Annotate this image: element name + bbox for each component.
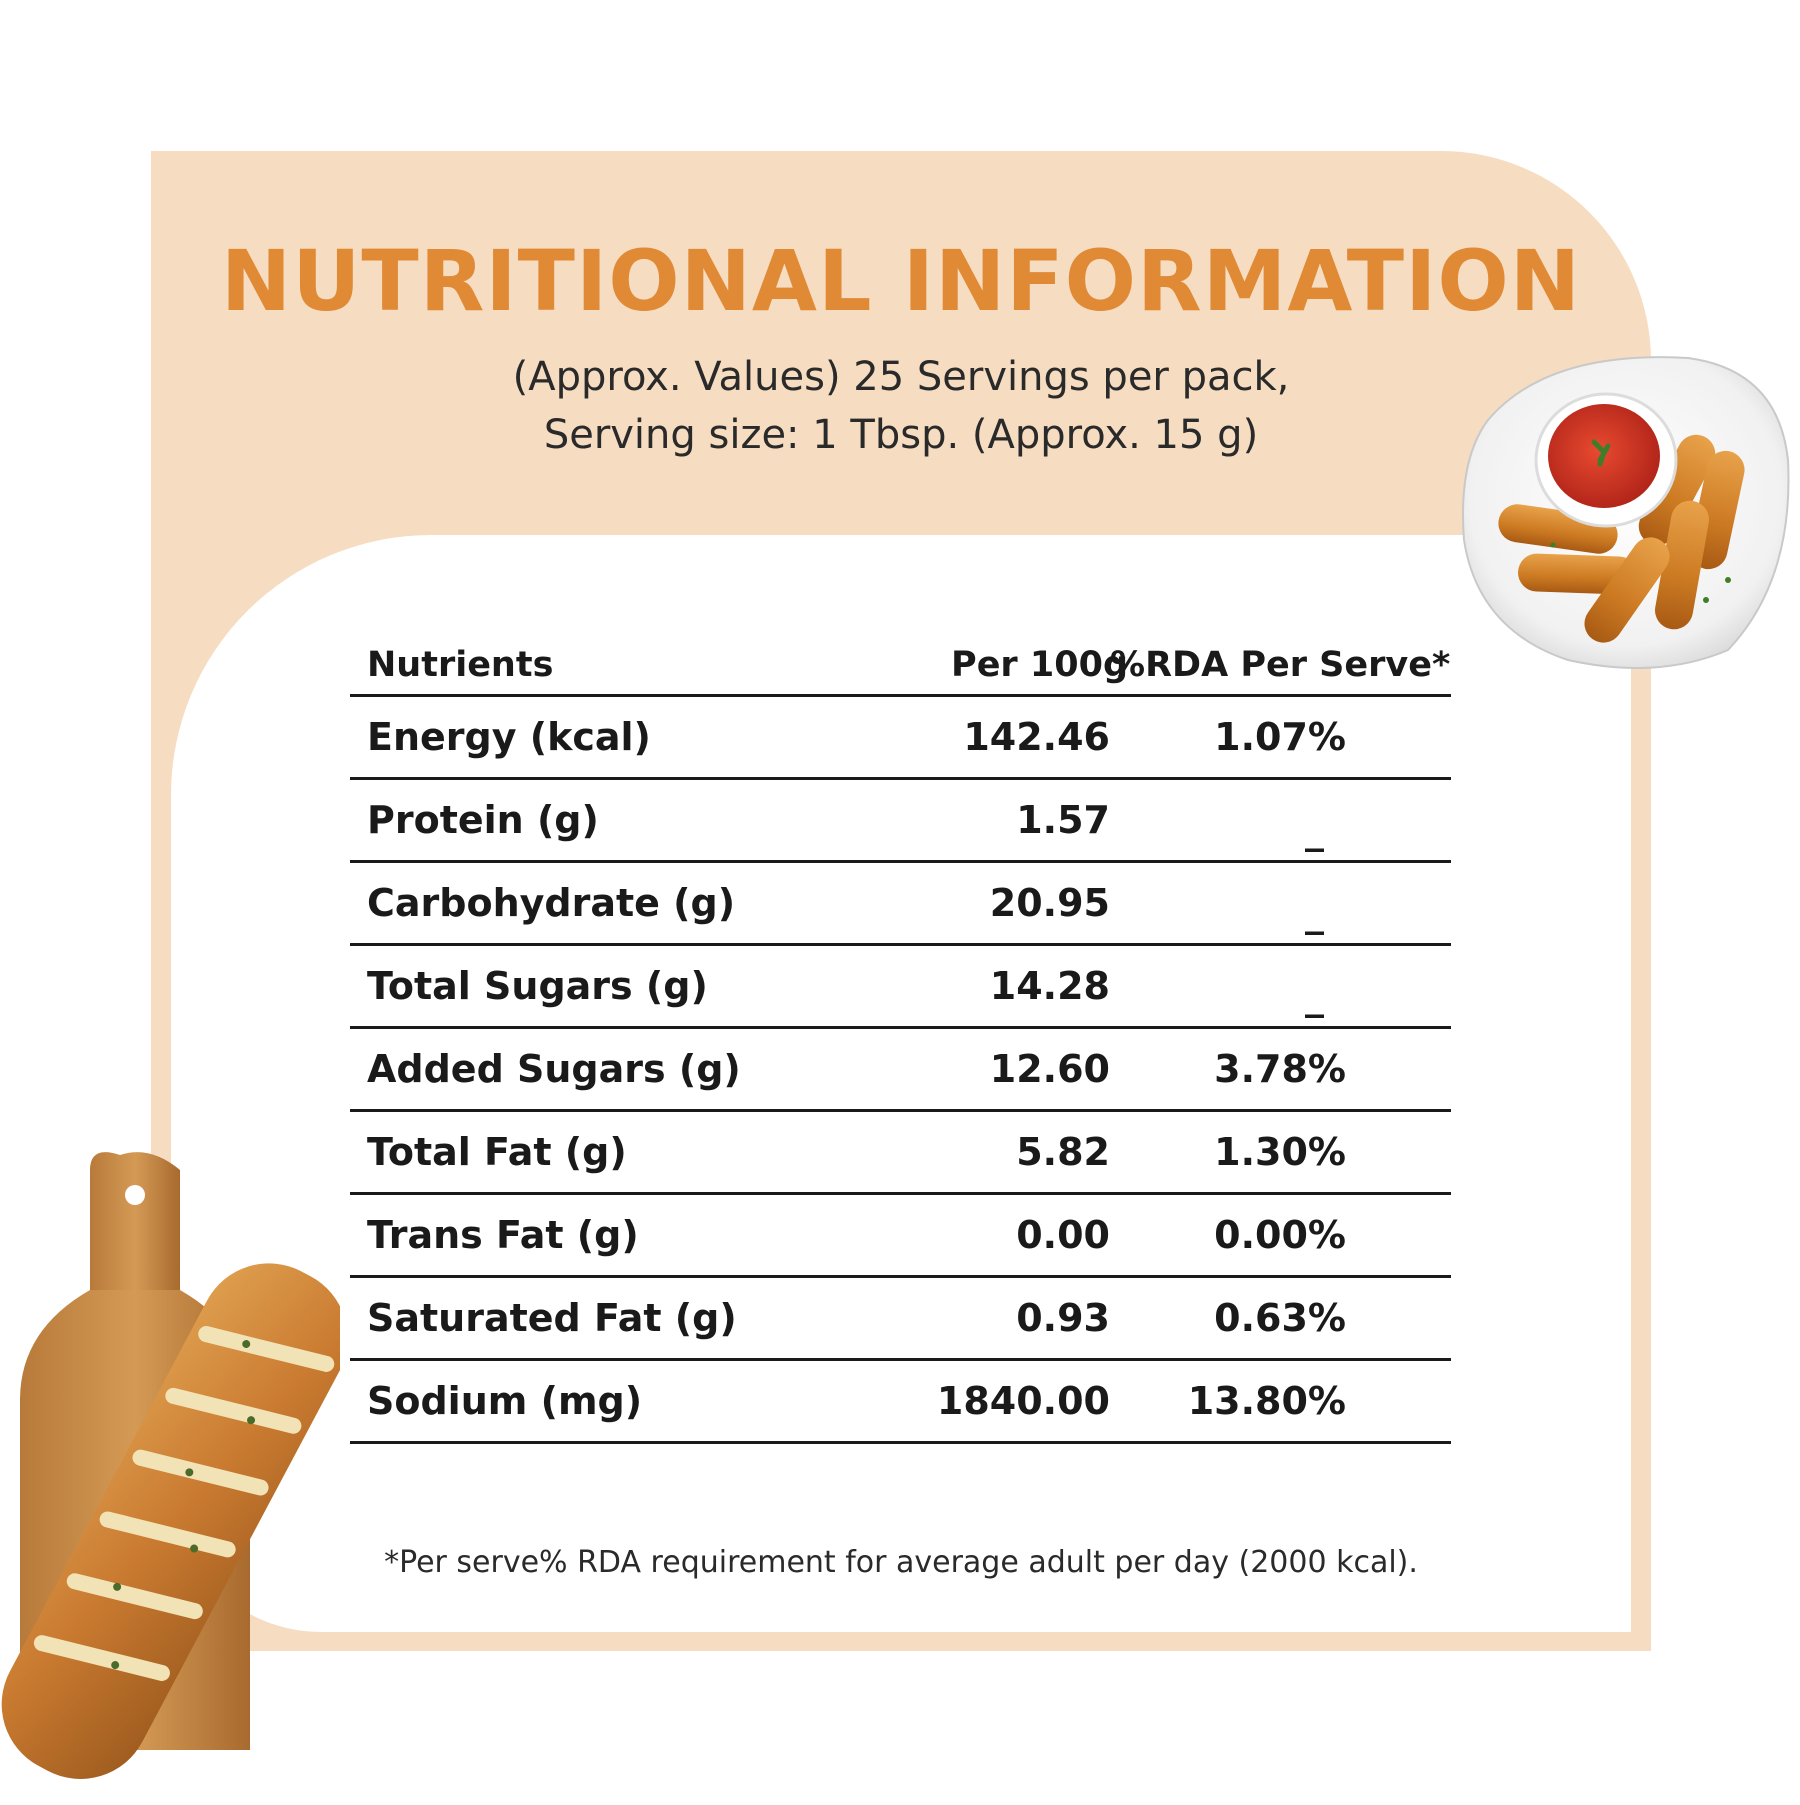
nutrient-rda: 13.80% bbox=[1187, 1379, 1346, 1423]
nutrient-name: Total Fat (g) bbox=[367, 1130, 627, 1174]
nutrient-per100g: 14.28 bbox=[989, 964, 1110, 1008]
nutrient-per100g: 1.57 bbox=[1016, 798, 1110, 842]
nutrient-name: Protein (g) bbox=[367, 798, 599, 842]
nutrient-rda: 1.07% bbox=[1214, 715, 1346, 759]
nutrient-rda: 3.78% bbox=[1214, 1047, 1346, 1091]
nutrient-name: Added Sugars (g) bbox=[367, 1047, 741, 1091]
nutrient-name: Energy (kcal) bbox=[367, 715, 651, 759]
header-rda: %RDA Per Serve* bbox=[1110, 644, 1451, 685]
header-nutrients: Nutrients bbox=[367, 644, 554, 685]
header-per-100g: Per 100g bbox=[951, 644, 1128, 685]
nutrient-rda: 0.63% bbox=[1214, 1296, 1346, 1340]
nutrient-rda: _ bbox=[1305, 808, 1324, 852]
plate-illustration bbox=[1462, 356, 1790, 669]
nutrient-name: Total Sugars (g) bbox=[367, 964, 708, 1008]
subtitle-line-2: Serving size: 1 Tbsp. (Approx. 15 g) bbox=[543, 412, 1259, 458]
nutrient-name: Carbohydrate (g) bbox=[367, 881, 736, 925]
table-row: Total Sugars (g) 14.28 _ bbox=[350, 946, 1451, 1029]
plate-image bbox=[1458, 350, 1794, 675]
card-inner bbox=[171, 535, 1631, 1632]
nutrient-per100g: 142.46 bbox=[963, 715, 1110, 759]
nutrient-rda: 1.30% bbox=[1214, 1130, 1346, 1174]
table-row: Energy (kcal) 142.46 1.07% bbox=[350, 697, 1451, 780]
table-row: Carbohydrate (g) 20.95 _ bbox=[350, 863, 1451, 946]
nutrition-table: Nutrients Per 100g %RDA Per Serve* Energ… bbox=[350, 635, 1451, 1444]
table-row: Trans Fat (g) 0.00 0.00% bbox=[350, 1195, 1451, 1278]
table-row: Saturated Fat (g) 0.93 0.63% bbox=[350, 1278, 1451, 1361]
nutrient-name: Trans Fat (g) bbox=[367, 1213, 639, 1257]
table-row: Total Fat (g) 5.82 1.30% bbox=[350, 1112, 1451, 1195]
nutrient-name: Sodium (mg) bbox=[367, 1379, 643, 1423]
nutrient-per100g: 12.60 bbox=[989, 1047, 1110, 1091]
subtitle: (Approx. Values) 25 Servings per pack, S… bbox=[151, 348, 1651, 464]
footnote: *Per serve% RDA requirement for average … bbox=[384, 1545, 1418, 1580]
nutrient-rda: _ bbox=[1305, 891, 1324, 935]
bread-image bbox=[0, 1150, 348, 1800]
table-row: Protein (g) 1.57 _ bbox=[350, 780, 1451, 863]
nutrient-rda: _ bbox=[1305, 974, 1324, 1018]
page-title: NUTRITIONAL INFORMATION bbox=[220, 232, 1582, 330]
nutrient-per100g: 20.95 bbox=[989, 881, 1110, 925]
nutrient-name: Saturated Fat (g) bbox=[367, 1296, 737, 1340]
table-header: Nutrients Per 100g %RDA Per Serve* bbox=[350, 635, 1451, 697]
table-row: Sodium (mg) 1840.00 13.80% bbox=[350, 1361, 1451, 1444]
nutrient-rda: 0.00% bbox=[1214, 1213, 1346, 1257]
nutrient-per100g: 5.82 bbox=[1016, 1130, 1110, 1174]
table-row: Added Sugars (g) 12.60 3.78% bbox=[350, 1029, 1451, 1112]
nutrient-per100g: 1840.00 bbox=[936, 1379, 1110, 1423]
subtitle-line-1: (Approx. Values) 25 Servings per pack, bbox=[512, 354, 1290, 400]
nutrient-per100g: 0.00 bbox=[1016, 1213, 1110, 1257]
bread-illustration bbox=[1, 1152, 348, 1779]
nutrient-per100g: 0.93 bbox=[1016, 1296, 1110, 1340]
